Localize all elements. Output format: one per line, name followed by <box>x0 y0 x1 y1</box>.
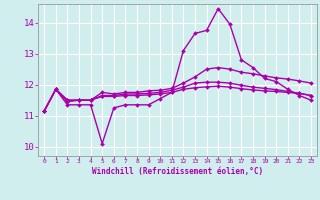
X-axis label: Windchill (Refroidissement éolien,°C): Windchill (Refroidissement éolien,°C) <box>92 167 263 176</box>
